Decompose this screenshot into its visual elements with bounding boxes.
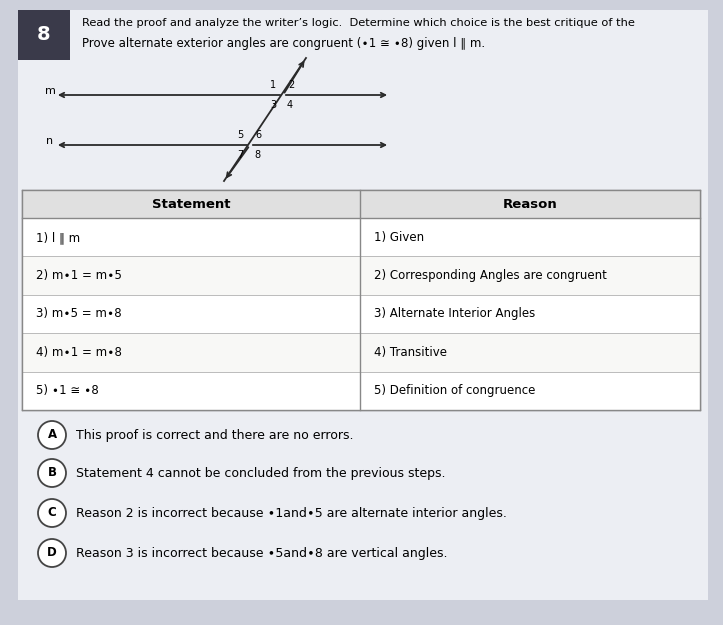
FancyBboxPatch shape — [22, 190, 700, 410]
FancyBboxPatch shape — [18, 10, 70, 60]
Circle shape — [38, 459, 66, 487]
Text: 8: 8 — [254, 150, 260, 160]
Text: 2) m∙1 = m∙5: 2) m∙1 = m∙5 — [36, 269, 122, 282]
Text: 6: 6 — [255, 130, 261, 140]
Text: 1: 1 — [270, 80, 276, 90]
Text: 5) ∙1 ≅ ∙8: 5) ∙1 ≅ ∙8 — [36, 384, 99, 398]
Text: This proof is correct and there are no errors.: This proof is correct and there are no e… — [76, 429, 354, 441]
Text: 2: 2 — [288, 80, 294, 90]
Text: 3: 3 — [270, 100, 276, 110]
Text: Statement 4 cannot be concluded from the previous steps.: Statement 4 cannot be concluded from the… — [76, 466, 445, 479]
FancyBboxPatch shape — [22, 256, 700, 295]
Text: 2) Corresponding Angles are congruent: 2) Corresponding Angles are congruent — [374, 269, 607, 282]
Text: 8: 8 — [37, 24, 51, 44]
Text: 1) l ∥ m: 1) l ∥ m — [36, 231, 80, 244]
Text: 4) Transitive: 4) Transitive — [374, 346, 447, 359]
Text: 1) Given: 1) Given — [374, 231, 424, 244]
FancyBboxPatch shape — [22, 295, 700, 333]
Text: Statement: Statement — [152, 198, 230, 211]
Text: 4: 4 — [287, 100, 293, 110]
Text: Reason: Reason — [502, 198, 557, 211]
Text: 3) Alternate Interior Angles: 3) Alternate Interior Angles — [374, 308, 535, 321]
FancyBboxPatch shape — [22, 372, 700, 410]
Text: m: m — [45, 86, 56, 96]
Text: 5: 5 — [237, 130, 243, 140]
Circle shape — [38, 499, 66, 527]
FancyBboxPatch shape — [22, 218, 700, 256]
Text: C: C — [48, 506, 56, 519]
Text: Read the proof and analyze the writer’s logic.  Determine which choice is the be: Read the proof and analyze the writer’s … — [82, 18, 635, 28]
FancyBboxPatch shape — [18, 10, 708, 600]
FancyBboxPatch shape — [22, 333, 700, 372]
Text: n: n — [46, 136, 54, 146]
Text: Prove alternate exterior angles are congruent (∙1 ≅ ∙8) given l ∥ m.: Prove alternate exterior angles are cong… — [82, 36, 485, 49]
Text: 3) m∙5 = m∙8: 3) m∙5 = m∙8 — [36, 308, 121, 321]
Text: Reason 2 is incorrect because ∙1and∙5 are alternate interior angles.: Reason 2 is incorrect because ∙1and∙5 ar… — [76, 506, 507, 519]
Circle shape — [38, 421, 66, 449]
Text: 5) Definition of congruence: 5) Definition of congruence — [374, 384, 535, 398]
Text: A: A — [48, 429, 56, 441]
FancyBboxPatch shape — [22, 190, 700, 218]
Text: 7: 7 — [237, 150, 243, 160]
Text: D: D — [47, 546, 57, 559]
Circle shape — [38, 539, 66, 567]
Text: Reason 3 is incorrect because ∙5and∙8 are vertical angles.: Reason 3 is incorrect because ∙5and∙8 ar… — [76, 546, 448, 559]
Text: B: B — [48, 466, 56, 479]
Text: 4) m∙1 = m∙8: 4) m∙1 = m∙8 — [36, 346, 122, 359]
